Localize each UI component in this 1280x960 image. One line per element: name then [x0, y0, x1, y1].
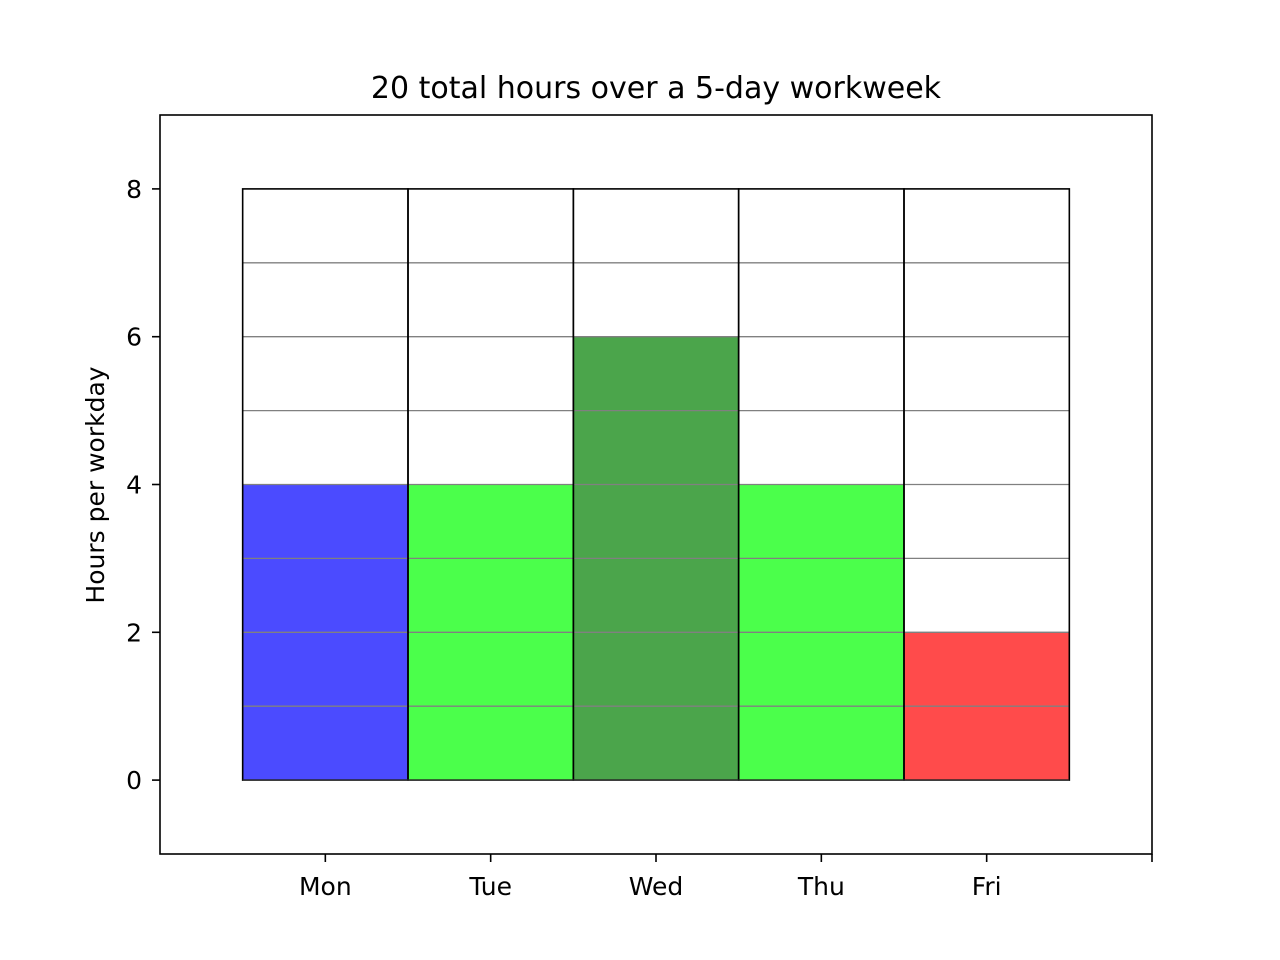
x-tick-label: Thu	[797, 872, 845, 901]
x-tick-label: Fri	[972, 872, 1002, 901]
y-tick-label: 8	[126, 175, 142, 204]
y-tick-label: 4	[126, 471, 142, 500]
x-tick-label: Tue	[468, 872, 512, 901]
chart-title: 20 total hours over a 5-day workweek	[371, 71, 942, 106]
y-tick-label: 0	[126, 766, 142, 795]
y-axis-label: Hours per workday	[81, 366, 110, 603]
y-tick-label: 2	[126, 618, 142, 647]
plot-area: 0 2 4 6 8 Mon Tue Wed Thu Fri	[126, 114, 1153, 901]
x-tick-label: Mon	[299, 872, 352, 901]
x-tick-label: Wed	[629, 872, 684, 901]
y-tick-label: 6	[126, 323, 142, 352]
